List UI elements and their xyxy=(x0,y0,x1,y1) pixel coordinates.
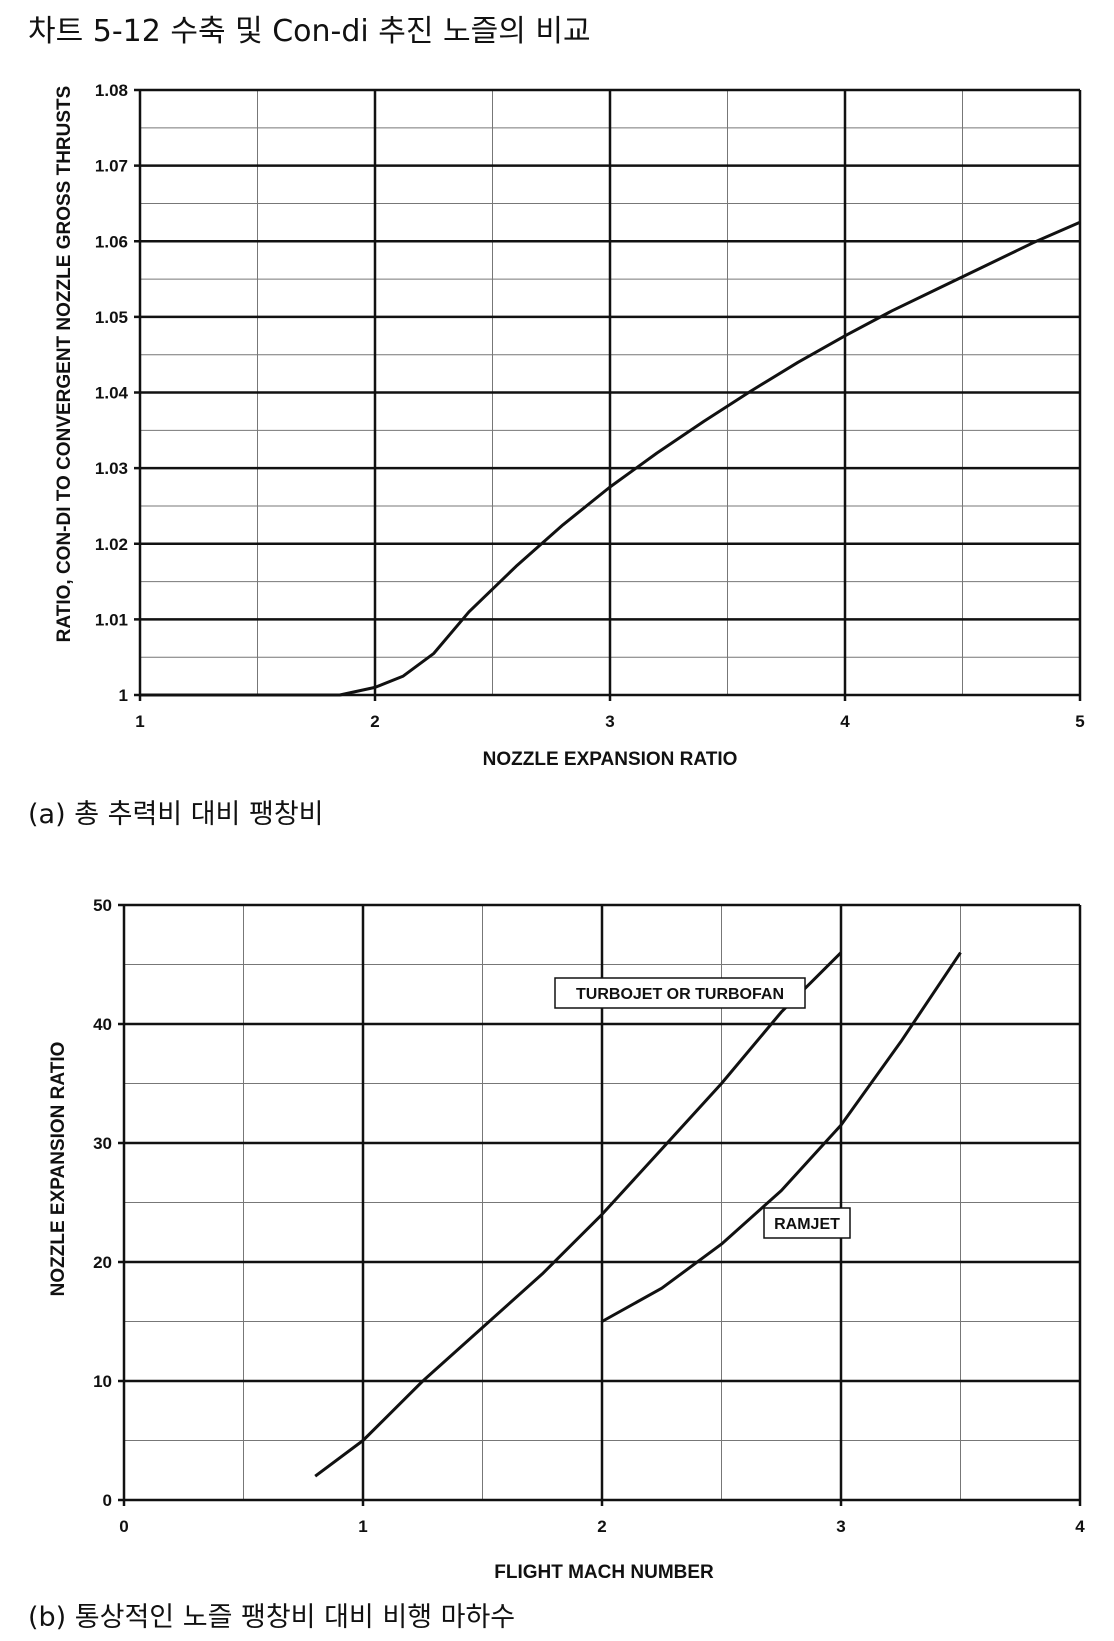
y-tick-label: 1.03 xyxy=(95,459,128,478)
y-tick-label: 1.04 xyxy=(95,384,129,403)
x-tick-label: 0 xyxy=(119,1517,128,1536)
major-grid xyxy=(134,88,1082,701)
x-tick-label: 4 xyxy=(840,712,850,731)
caption-a: (a) 총 추력비 대비 팽창비 xyxy=(28,799,324,830)
y-tick-label: 1.07 xyxy=(95,157,128,176)
y-tick-label: 0 xyxy=(103,1491,112,1510)
series-group xyxy=(314,951,962,1478)
y-axis-label: NOZZLE EXPANSION RATIO xyxy=(48,1042,69,1297)
y-tick-label: 1.01 xyxy=(95,610,128,629)
x-tick-label: 1 xyxy=(135,712,144,731)
y-tick-label: 1 xyxy=(119,686,128,705)
x-tick-label: 3 xyxy=(605,712,614,731)
major-grid xyxy=(118,903,1082,1506)
caption-b: (b) 통상적인 노즐 팽창비 대비 비행 마하수 xyxy=(28,1602,516,1633)
y-tick-label: 20 xyxy=(93,1253,112,1272)
page-title: 차트 5-12 수축 및 Con-di 추진 노즐의 비교 xyxy=(28,14,591,49)
y-tick-label: 40 xyxy=(93,1015,112,1034)
series-group xyxy=(140,220,1081,697)
y-tick-label: 1.06 xyxy=(95,232,128,251)
annotation-ramjet-label: RAMJET xyxy=(774,1216,840,1233)
x-tick-label: 3 xyxy=(836,1517,845,1536)
y-axis-label: RATIO, CON-DI TO CONVERGENT NOZZLE GROSS… xyxy=(54,86,75,643)
annotation-turbojet-label: TURBOJET OR TURBOFAN xyxy=(576,986,784,1003)
series-line-1 xyxy=(140,220,1081,697)
y-tick-label: 50 xyxy=(93,896,112,915)
x-axis-label: NOZZLE EXPANSION RATIO xyxy=(483,749,738,770)
annotation-ramjet: RAMJET xyxy=(763,1207,851,1239)
x-axis-label: FLIGHT MACH NUMBER xyxy=(494,1562,714,1583)
x-tick-label: 2 xyxy=(597,1517,606,1536)
x-tick-label: 4 xyxy=(1075,1517,1085,1536)
x-tick-label: 5 xyxy=(1075,712,1084,731)
y-tick-label: 30 xyxy=(93,1134,112,1153)
x-tick-label: 2 xyxy=(370,712,379,731)
y-tick-label: 1.02 xyxy=(95,535,128,554)
thrust-ratio-chart: 1 2 3 4 5 1 1.01 1.02 1.03 1.04 1.05 1.06 1.07 1.08 N… xyxy=(54,81,1085,770)
y-tick-label: 10 xyxy=(93,1372,112,1391)
tick-labels: 1 2 3 4 5 1 1.01 1.02 1.03 1.04 1.05 1.06 1.07 1.08 xyxy=(95,81,1085,731)
series-line-1 xyxy=(314,951,843,1478)
series-line-2 xyxy=(601,951,962,1323)
annotation-turbojet: TURBOJET OR TURBOFAN xyxy=(554,977,806,1009)
x-tick-label: 1 xyxy=(358,1517,367,1536)
y-tick-label: 1.08 xyxy=(95,81,128,100)
y-tick-label: 1.05 xyxy=(95,308,128,327)
